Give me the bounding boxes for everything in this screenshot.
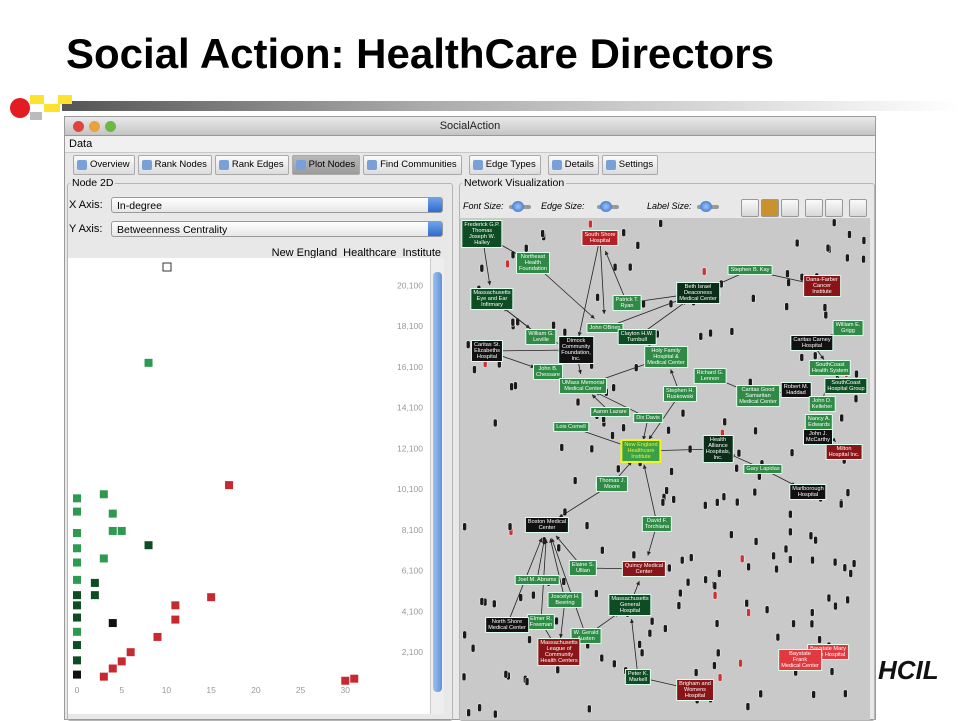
window-title: SocialAction	[439, 120, 501, 132]
panel-title: Network Visualization	[462, 177, 567, 189]
toolbar-button[interactable]: Rank Edges	[214, 155, 289, 175]
icon-button[interactable]	[741, 199, 759, 217]
plot-scrollbar[interactable]	[430, 258, 444, 714]
toolbar-button[interactable]: Settings	[601, 155, 659, 175]
toolbar-button[interactable]: Find Communities	[363, 155, 462, 175]
logo-text: HCIL	[878, 655, 939, 685]
font-size-slider[interactable]	[509, 201, 531, 212]
icon-button[interactable]	[849, 199, 867, 217]
deco-square	[30, 95, 44, 104]
selected-node: New England Healthcare Institute	[271, 247, 441, 259]
logo: HCIL	[878, 655, 950, 713]
x-axis-select[interactable]: In-degree	[111, 197, 443, 213]
icon-button[interactable]	[761, 199, 779, 217]
menu-bar: Data	[65, 136, 875, 153]
deco-square	[30, 112, 42, 120]
icon-button[interactable]	[781, 199, 799, 217]
toolbar-button[interactable]: Rank Nodes	[137, 155, 212, 175]
toolbar-button[interactable]: Overview	[73, 155, 135, 175]
toolbar-button[interactable]: Plot Nodes	[291, 155, 361, 175]
menu-item[interactable]: Data	[69, 138, 93, 150]
deco-bar	[62, 101, 960, 111]
close-button[interactable]	[73, 121, 84, 132]
control-label: Label Size:	[647, 201, 692, 211]
deco-square	[58, 95, 72, 104]
toolbar-button[interactable]: Details	[547, 155, 599, 175]
y-axis-label: Y Axis:	[69, 223, 103, 235]
deco-dot	[10, 98, 30, 118]
panel-title: Node 2D	[70, 177, 116, 189]
x-axis-value: In-degree	[117, 200, 162, 212]
y-axis-select[interactable]: Betweenness Centrality	[111, 221, 443, 237]
plot-area	[68, 258, 430, 714]
toolbar: Overview Rank Nodes Rank Edges Plot Nodes Fi…	[73, 155, 659, 175]
edge-size-slider[interactable]	[597, 201, 619, 212]
slide-title: Social Action: HealthCare Directors	[66, 30, 774, 77]
control-label: Edge Size:	[541, 201, 585, 211]
label-size-slider[interactable]	[697, 201, 719, 212]
icon-button[interactable]	[805, 199, 823, 217]
x-axis-label: X Axis:	[69, 199, 103, 211]
zoom-button[interactable]	[105, 121, 116, 132]
network-canvas	[460, 218, 870, 720]
icon-button[interactable]	[825, 199, 843, 217]
title-bar: SocialAction	[65, 117, 875, 136]
minimize-button[interactable]	[89, 121, 100, 132]
toolbar-button[interactable]: Edge Types	[468, 155, 541, 175]
deco-square	[44, 104, 60, 112]
control-label: Font Size:	[463, 201, 504, 211]
y-axis-value: Betweenness Centrality	[117, 224, 228, 236]
